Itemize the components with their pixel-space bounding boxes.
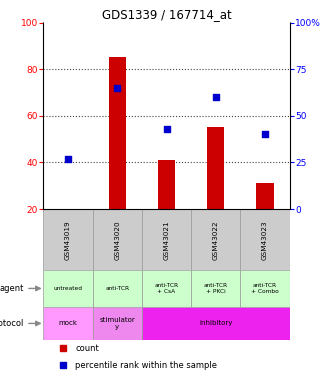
Point (65, 156, 71, 162)
Text: stimulator
y: stimulator y (99, 317, 135, 330)
Bar (256, 183, 274, 209)
Bar (142, 306, 290, 340)
Bar (240, 209, 290, 270)
Title: GDS1339 / 167714_at: GDS1339 / 167714_at (102, 8, 231, 21)
Bar (109, 57, 126, 209)
Bar (43, 270, 93, 306)
Bar (240, 270, 290, 306)
Text: count: count (75, 344, 99, 352)
Point (115, 85, 120, 91)
Text: anti-TCR
+ CsA: anti-TCR + CsA (155, 283, 178, 294)
Text: GSM43023: GSM43023 (262, 220, 268, 260)
Bar (93, 306, 142, 340)
Text: anti-TCR: anti-TCR (105, 286, 129, 291)
Point (164, 126, 169, 132)
Text: GSM43021: GSM43021 (164, 220, 169, 260)
Text: agent: agent (0, 284, 24, 293)
Text: GSM43020: GSM43020 (114, 220, 120, 260)
Bar (207, 128, 224, 209)
Text: anti-TCR
+ Combo: anti-TCR + Combo (251, 283, 279, 294)
Bar (158, 160, 175, 209)
Text: inhibitory: inhibitory (199, 320, 232, 326)
Text: GSM43019: GSM43019 (65, 220, 71, 260)
Text: anti-TCR
+ PKCi: anti-TCR + PKCi (204, 283, 228, 294)
Bar (191, 209, 240, 270)
Text: GSM43022: GSM43022 (213, 220, 219, 260)
Point (262, 132, 268, 138)
Bar (142, 270, 191, 306)
Bar (93, 270, 142, 306)
Bar (43, 209, 93, 270)
Text: protocol: protocol (0, 319, 24, 328)
Bar (191, 270, 240, 306)
Text: percentile rank within the sample: percentile rank within the sample (75, 361, 217, 370)
Bar (93, 209, 142, 270)
Bar (142, 209, 191, 270)
Text: untreated: untreated (53, 286, 83, 291)
Bar (43, 306, 93, 340)
Point (213, 94, 218, 100)
Text: mock: mock (58, 320, 78, 326)
